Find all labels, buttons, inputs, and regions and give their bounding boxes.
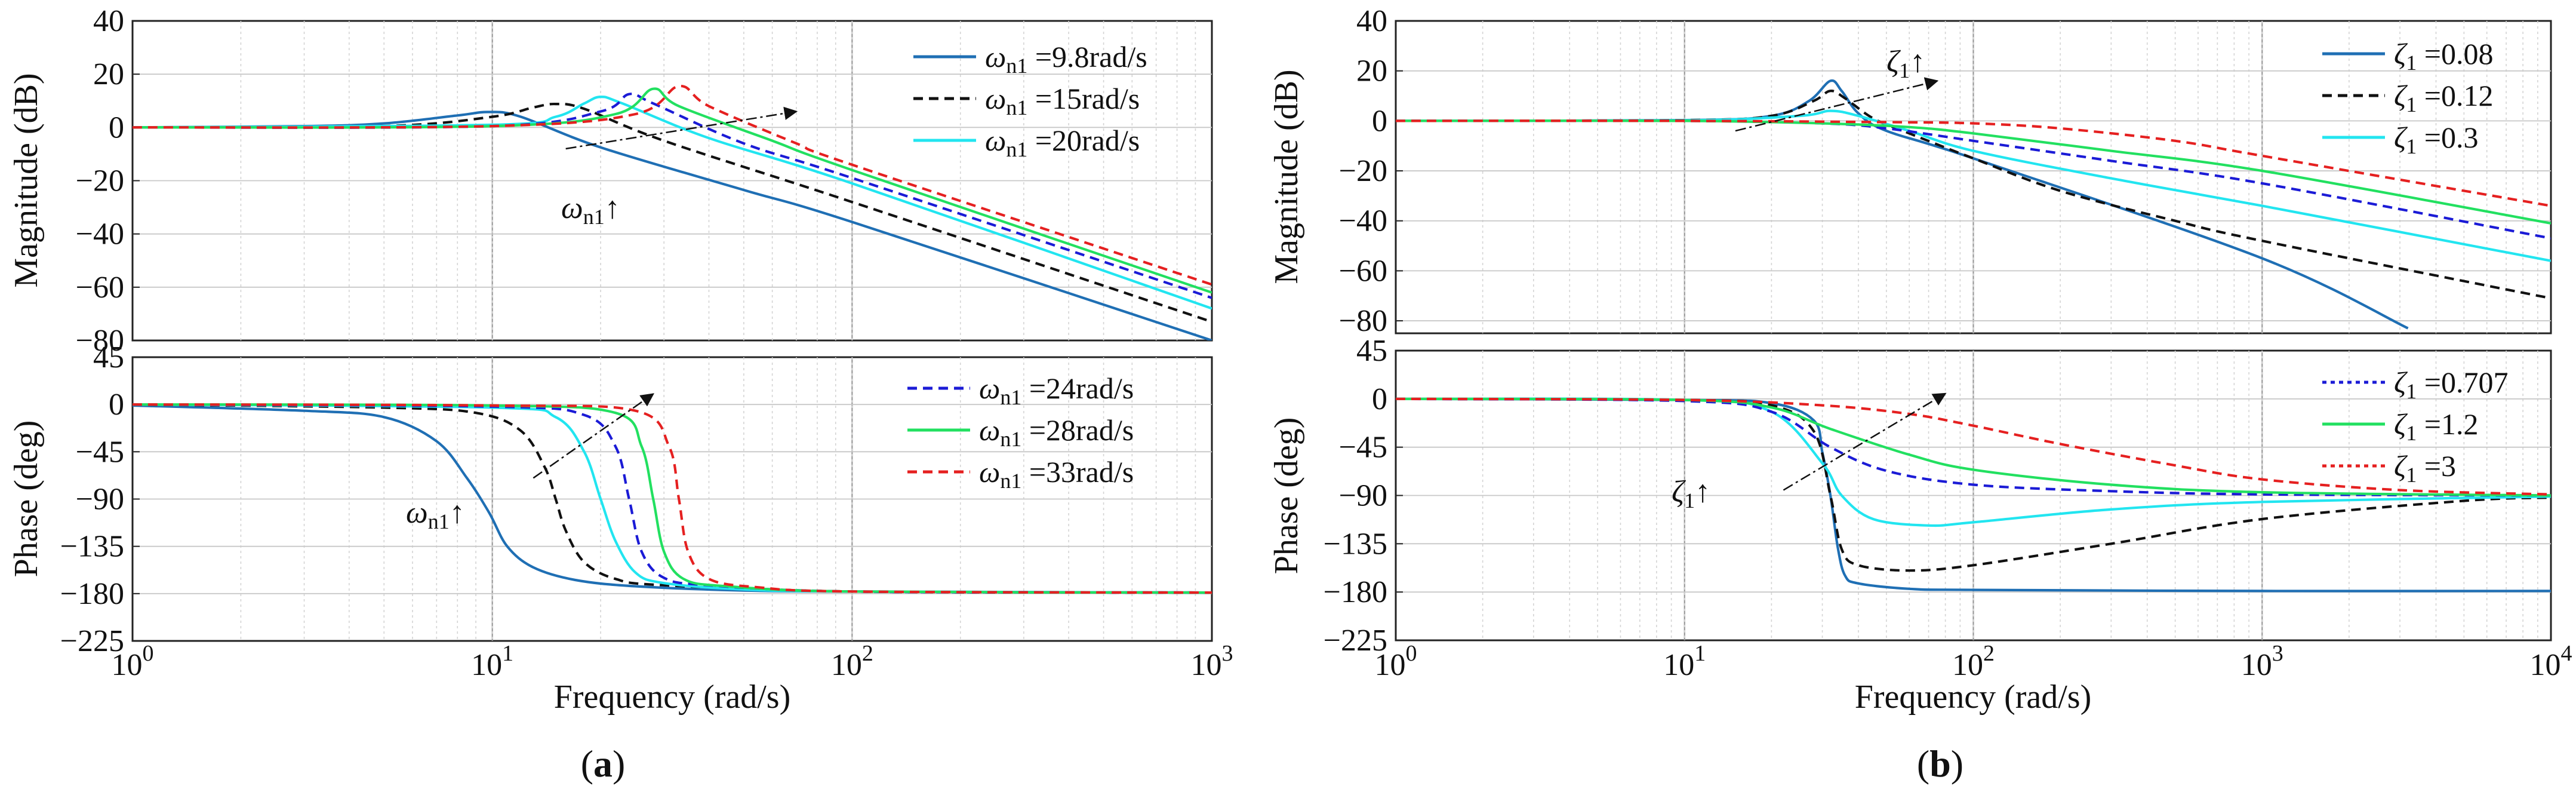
x-tick-label: 102 <box>831 641 873 682</box>
y-tick-label: −90 <box>1339 479 1387 513</box>
y-tick-label: 20 <box>1356 54 1387 88</box>
y-tick-label: −20 <box>1339 154 1387 188</box>
y-tick-label: −40 <box>1339 204 1387 238</box>
series-line-6 <box>133 85 1212 286</box>
y-tick-label: 0 <box>1372 104 1387 138</box>
series-line-6 <box>1396 119 2551 207</box>
panel-caption: (b) <box>1917 742 1963 785</box>
y-tick-label: −40 <box>76 217 124 251</box>
y-tick-label: −80 <box>1339 304 1387 338</box>
x-tick-label: 102 <box>1952 641 1995 682</box>
annotation: ωn1↑ <box>406 393 654 533</box>
y-tick-label: −20 <box>76 164 124 198</box>
series-line-4 <box>133 92 1212 299</box>
y-axis-label: Magnitude (dB) <box>1268 69 1305 284</box>
panel-b-magnitude-plot: 40 20 0 −20 −40 −60 −80 Magnitude (dB) ζ1 =0.0… <box>1268 4 2552 338</box>
annotation-arrow <box>533 393 654 479</box>
panel-a-magnitude-plot: 40 20 0 −20 −40 −60 −80 Magnitude (dB) ωn1 =9.… <box>8 4 1213 358</box>
y-tick-label: −90 <box>76 483 124 517</box>
x-axis-label: Frequency (rad/s) <box>554 679 791 716</box>
x-axis-label: Frequency (rad/s) <box>1855 679 2092 716</box>
panel-caption: (a) <box>581 742 626 785</box>
series-line-4 <box>133 403 1212 594</box>
legend-label: ζ1 =0.3 <box>2394 121 2478 158</box>
y-tick-label: −180 <box>60 577 124 611</box>
y-tick-label: −80 <box>76 324 124 358</box>
annotation-label: ζ1↑ <box>1886 45 1925 82</box>
legend: ζ1 =0.707 ζ1 =1.2 ζ1 =3 <box>2322 366 2508 487</box>
x-tick-label: 101 <box>471 641 513 682</box>
x-tick-label: 100 <box>112 641 154 682</box>
y-tick-label: −225 <box>1324 624 1387 658</box>
legend-label: ωn1 =28rad/s <box>979 413 1134 451</box>
y-axis-label: Phase (deg) <box>1268 418 1305 575</box>
legend-label: ωn1 =24rad/s <box>979 372 1134 409</box>
x-tick-label: 103 <box>2241 641 2283 682</box>
series-line-3 <box>133 95 1212 310</box>
y-axis-label: Phase (deg) <box>8 421 45 578</box>
series-line-1 <box>1396 397 2551 593</box>
annotation: ωn1↑ <box>561 106 798 229</box>
y-tick-label: 0 <box>1372 382 1387 416</box>
legend: ωn1 =24rad/s ωn1 =28rad/s ωn1 =33rad/s <box>907 372 1134 493</box>
x-tick-label: 103 <box>1191 641 1233 682</box>
y-axis-label: Magnitude (dB) <box>8 73 45 287</box>
legend-label: ζ1 =0.12 <box>2394 79 2493 116</box>
y-tick-label: −45 <box>76 435 124 469</box>
panel-b-x-axis: 100 101 102 103 104 Frequency (rad/s) (b) <box>1375 641 2572 785</box>
x-tick-label: 104 <box>2530 641 2572 682</box>
legend-label: ζ1 =0.08 <box>2394 37 2493 75</box>
legend-label: ωn1 =15rad/s <box>985 82 1140 119</box>
legend: ωn1 =9.8rad/s ωn1 =15rad/s ωn1 =20rad/s <box>913 40 1147 161</box>
y-tick-label: −45 <box>1339 431 1387 465</box>
annotation-arrow <box>1735 77 1939 132</box>
series-line-6 <box>133 403 1212 594</box>
annotation: ζ1↑ <box>1735 45 1939 132</box>
y-tick-label: 20 <box>93 57 124 91</box>
y-tick-label: −135 <box>1324 527 1387 561</box>
y-tick-label: 40 <box>93 4 124 38</box>
annotation-label: ωn1↑ <box>406 496 465 533</box>
series-line-6 <box>1396 397 2551 496</box>
legend-label: ζ1 =3 <box>2394 449 2456 487</box>
legend-label: ζ1 =0.707 <box>2394 366 2508 403</box>
y-tick-label: −60 <box>76 271 124 305</box>
series-line-4 <box>1396 119 2551 240</box>
y-tick-label: −60 <box>1339 254 1387 288</box>
y-tick-label: −135 <box>60 530 124 564</box>
annotation-label: ωn1↑ <box>561 191 620 229</box>
annotation-label: ζ1↑ <box>1672 475 1710 512</box>
legend-label: ωn1 =20rad/s <box>985 124 1140 161</box>
panel-a-x-axis: 100 101 102 103 Frequency (rad/s) (a) <box>112 641 1233 785</box>
y-tick-label: 45 <box>93 340 124 375</box>
legend-label: ωn1 =9.8rad/s <box>985 40 1147 78</box>
y-tick-label: 0 <box>109 388 124 422</box>
y-tick-label: 0 <box>109 111 124 145</box>
x-tick-label: 101 <box>1663 641 1706 682</box>
y-tick-label: −225 <box>60 624 124 658</box>
series-line-5 <box>1396 119 2551 225</box>
panel-b-phase-plot: 45 0 −45 −90 −135 −180 −225 Phase (deg) ζ1 =0.… <box>1268 334 2552 658</box>
panel-a-phase-plot: 45 0 −45 −90 −135 −180 −225 Phase (deg) ωn1 =2… <box>8 340 1213 658</box>
y-tick-label: 45 <box>1356 334 1387 368</box>
y-tick-label: −180 <box>1324 575 1387 609</box>
series-line-5 <box>133 87 1212 294</box>
legend: ζ1 =0.08 ζ1 =0.12 ζ1 =0.3 <box>2322 37 2493 158</box>
annotation-arrow <box>565 106 798 150</box>
annotation-arrow <box>1783 392 1947 491</box>
legend-label: ζ1 =1.2 <box>2394 407 2478 445</box>
legend-label: ωn1 =33rad/s <box>979 455 1134 493</box>
annotation: ζ1↑ <box>1672 392 1947 512</box>
x-tick-label: 100 <box>1375 641 1417 682</box>
y-tick-label: 40 <box>1356 4 1387 38</box>
